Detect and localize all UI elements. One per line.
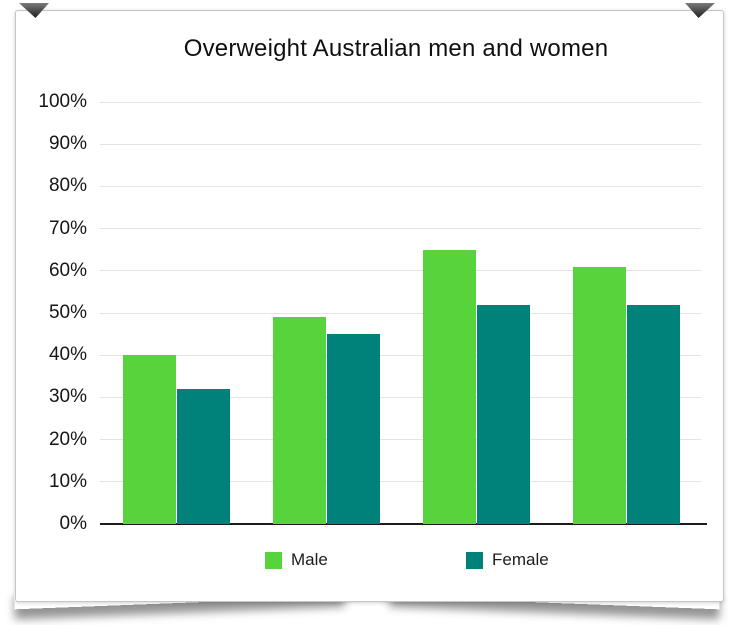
gridline-20% (100, 439, 701, 441)
bar-male-group4 (573, 266, 626, 524)
y-axis-tick-label-50%: 50% (48, 302, 87, 323)
gridline-40% (100, 354, 701, 356)
y-axis-tick-label-10%: 10% (48, 470, 87, 492)
bar-male-group1 (123, 355, 176, 524)
bar-male-group2 (273, 317, 326, 524)
y-axis-tick-label-80%: 80% (48, 175, 87, 197)
plot-area (100, 101, 707, 525)
bar-female-group4 (627, 304, 680, 524)
chart-title: Overweight Australian men and women (183, 35, 609, 62)
y-axis-labels: 0% 10% 20% 30% 40% 50% 60% 70% 80% 90% 100% (16, 91, 87, 534)
y-axis-tick-label-0%: 0% (59, 513, 87, 534)
gridline-70% (100, 228, 701, 230)
gridline-80% (100, 185, 701, 187)
x-axis-line (100, 523, 707, 525)
male-legend-swatch (265, 551, 282, 569)
gridline-30% (100, 396, 701, 398)
bar-female-group1 (177, 388, 230, 524)
male-legend-label: Male (291, 550, 328, 569)
bar-male-group3 (423, 249, 476, 524)
gridline-10% (100, 481, 701, 483)
chart-card: Overweight Australian men and women 0% 10… (15, 10, 724, 602)
y-axis-tick-label-70%: 70% (48, 217, 87, 239)
bar-female-group3 (477, 304, 530, 524)
female-legend-label: Female (492, 550, 549, 569)
gridline-60% (100, 270, 701, 272)
y-axis-tick-label-60%: 60% (48, 259, 87, 281)
y-axis-tick-label-20%: 20% (48, 428, 87, 450)
y-axis-tick-label-90%: 90% (48, 133, 87, 155)
y-axis-tick-label-100%: 100% (38, 91, 87, 112)
female-legend-swatch (466, 551, 483, 569)
bar-female-group2 (327, 334, 380, 524)
legend-item-male: Male (265, 549, 328, 571)
y-axis-tick-label-40%: 40% (48, 344, 87, 366)
gridline-100% (100, 101, 701, 103)
legend-item-female: Female (466, 549, 549, 571)
gridline-90% (100, 143, 701, 145)
gridline-50% (100, 312, 701, 314)
y-axis-tick-label-30%: 30% (48, 386, 87, 408)
